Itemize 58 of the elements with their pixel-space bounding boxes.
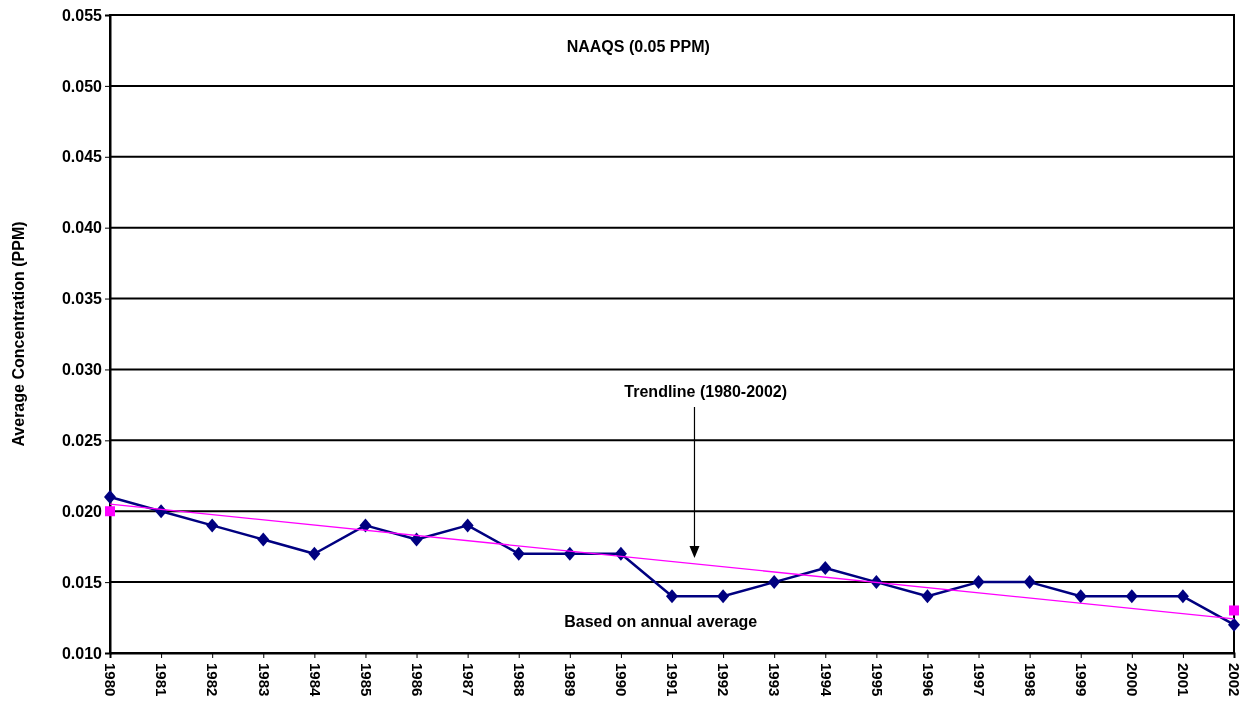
point xyxy=(972,575,985,590)
x-tick-label: 2002 xyxy=(1226,663,1244,697)
x-tick-label: 1999 xyxy=(1072,663,1090,697)
x-tick-label: 1986 xyxy=(408,663,426,697)
point xyxy=(819,560,832,575)
point xyxy=(308,546,321,561)
point xyxy=(257,532,270,547)
x-tick-label: 1989 xyxy=(562,663,580,697)
y-tick-label: 0.055 xyxy=(61,6,103,24)
x-tick-label: 1994 xyxy=(817,663,835,698)
y-tick-label: 0.010 xyxy=(61,644,103,662)
y-tick-label: 0.015 xyxy=(61,573,103,591)
point xyxy=(104,490,116,505)
x-tick-label: 1998 xyxy=(1021,663,1039,697)
annotation: Trendline (1980-2002) xyxy=(624,383,788,400)
x-tick-label: 1991 xyxy=(664,663,682,697)
x-tick-label: 1985 xyxy=(357,663,375,697)
annotation: NAAQS (0.05 PPM) xyxy=(566,38,710,55)
x-tick-label: 1982 xyxy=(204,663,222,697)
y-tick-label: 0.040 xyxy=(61,219,103,237)
point xyxy=(1176,589,1189,604)
point xyxy=(410,532,423,547)
point xyxy=(717,589,730,604)
x-tick-label: 1993 xyxy=(766,663,784,697)
x-tick-label: 1996 xyxy=(919,663,937,697)
x-tick-label: 1980 xyxy=(102,663,120,697)
point xyxy=(768,575,781,590)
point xyxy=(461,518,474,533)
point xyxy=(921,589,934,604)
x-tick-label: 1990 xyxy=(613,663,631,697)
x-tick-label: 1992 xyxy=(715,663,733,697)
y-tick-label: 0.045 xyxy=(61,148,103,166)
x-tick-label: 1983 xyxy=(255,663,273,697)
y-axis-title: Average Concentration (PPM) xyxy=(10,221,27,447)
y-tick-label: 0.035 xyxy=(61,290,103,308)
point xyxy=(1125,589,1138,604)
point xyxy=(1023,575,1036,590)
x-tick-label: 1997 xyxy=(970,663,988,697)
point xyxy=(105,506,115,517)
x-tick-label: 2001 xyxy=(1175,663,1193,697)
y-tick-label: 0.020 xyxy=(61,502,103,520)
point xyxy=(512,546,525,561)
x-tick-label: 1995 xyxy=(868,663,886,697)
y-tick-label: 0.025 xyxy=(61,431,103,449)
point xyxy=(1074,589,1087,604)
point xyxy=(359,518,372,533)
annotation: Based on annual average xyxy=(564,613,758,630)
point xyxy=(1229,605,1239,616)
x-tick-label: 1984 xyxy=(306,663,324,698)
point xyxy=(1228,617,1240,632)
point xyxy=(666,589,678,604)
y-tick-label: 0.030 xyxy=(61,361,103,379)
x-tick-label: 2000 xyxy=(1124,663,1142,697)
x-tick-label: 1988 xyxy=(510,663,528,697)
point xyxy=(206,518,219,533)
x-tick-label: 1981 xyxy=(153,663,171,697)
x-tick-label: 1987 xyxy=(459,663,477,697)
y-tick-label: 0.050 xyxy=(61,77,103,95)
